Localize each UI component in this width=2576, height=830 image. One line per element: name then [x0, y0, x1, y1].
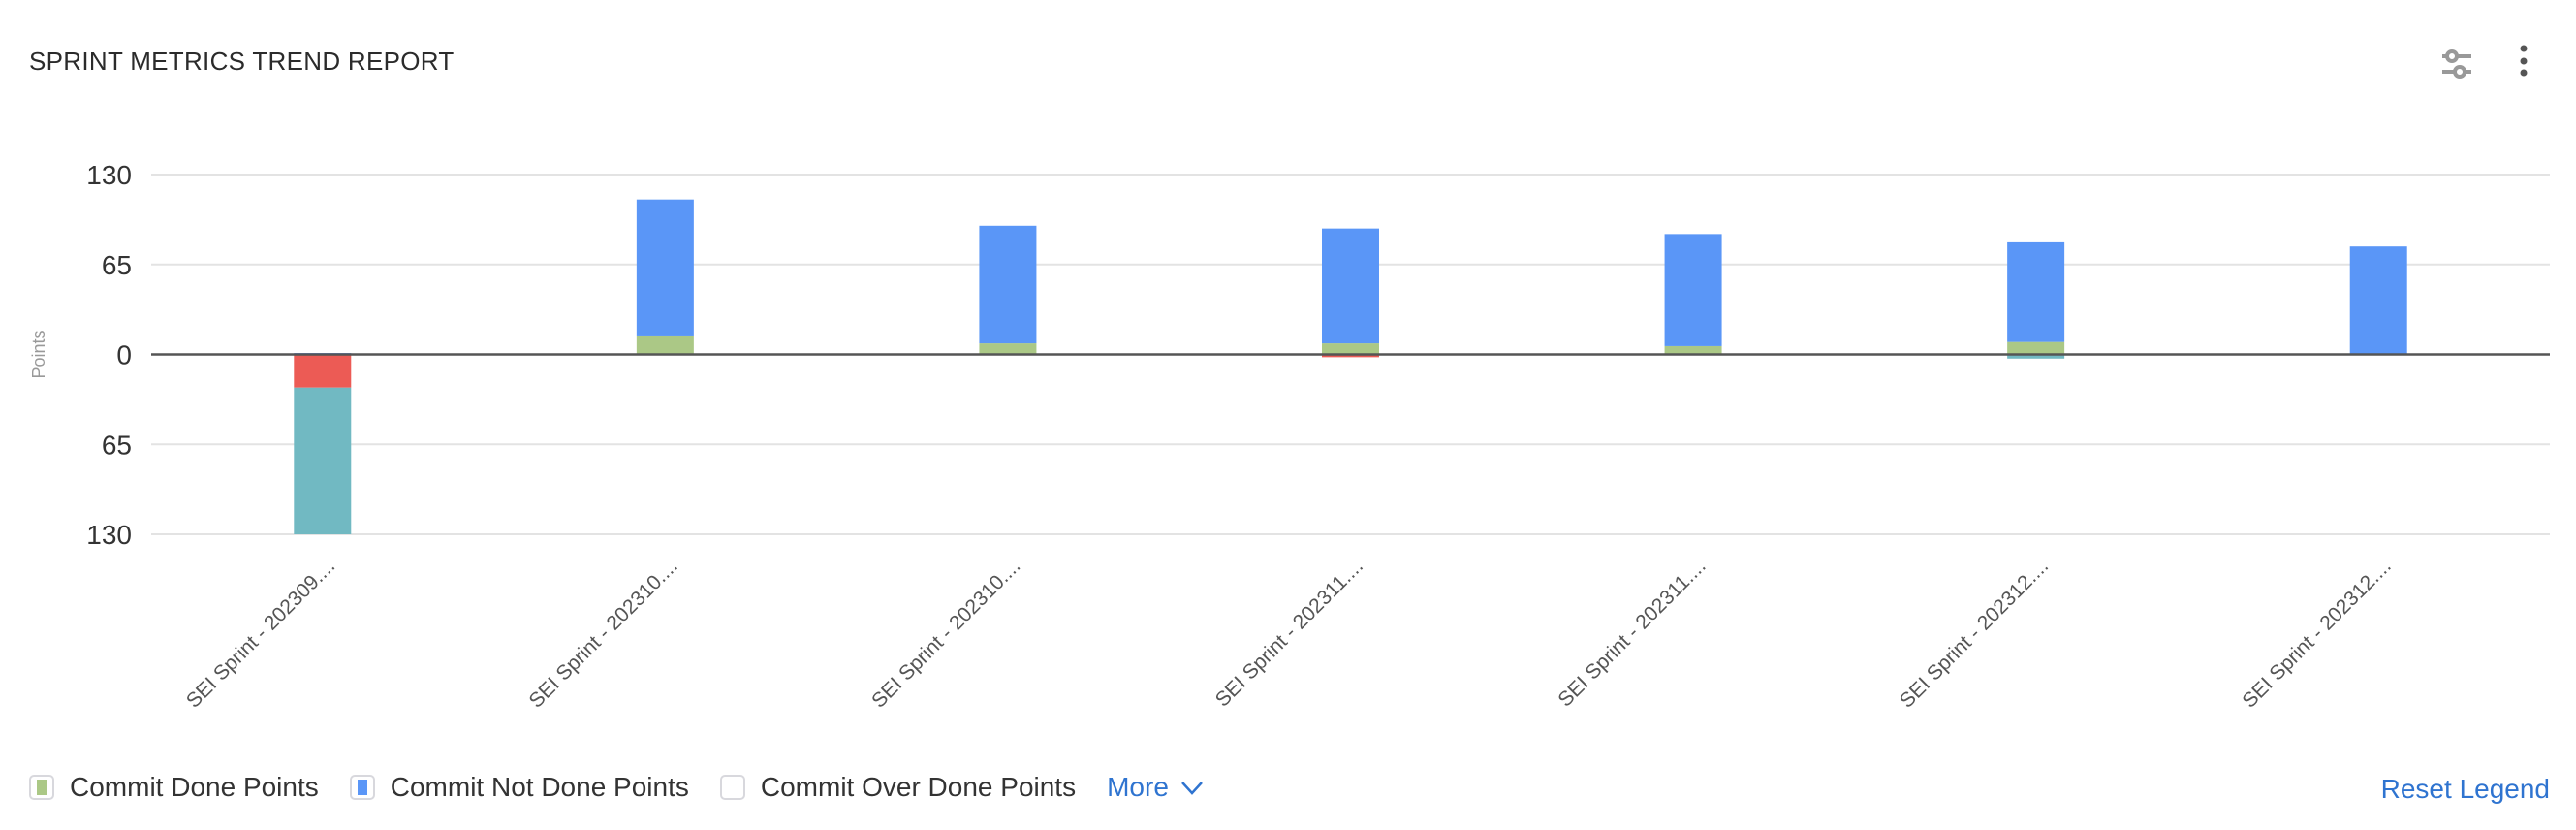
bar-segment [2349, 246, 2407, 355]
legend-checkbox[interactable] [349, 775, 375, 800]
bar-segment [636, 335, 694, 355]
legend-checkbox[interactable] [719, 775, 745, 800]
bar-segment [979, 225, 1037, 344]
x-tick-label: SEI Sprint - 202309.... [182, 555, 339, 712]
x-tick-label: SEI Sprint - 202312.... [1896, 555, 2053, 712]
legend-item-commit-done[interactable]: Commit Done Points [29, 772, 319, 803]
legend-label: Commit Not Done Points [390, 772, 689, 802]
sprint-metrics-chart: 130 65 0 65 130 Points SEI Sprint - 202309....… [29, 160, 2550, 713]
bar-segment [294, 354, 352, 388]
bar-segment [1664, 345, 1722, 355]
x-tick-label: SEI Sprint - 202312.... [2238, 555, 2395, 712]
legend-item-commit-over-done[interactable]: Commit Over Done Points [719, 772, 1077, 803]
bar-segment [2007, 354, 2065, 359]
bar-segment [2007, 241, 2065, 342]
y-tick-label: 65 [102, 430, 132, 460]
chevron-down-icon [1180, 782, 1203, 795]
legend-label: Commit Done Points [70, 772, 319, 802]
reset-legend-button[interactable]: Reset Legend [2380, 774, 2550, 804]
bar-segment [2007, 341, 2065, 355]
legend-more-button[interactable]: More [1107, 772, 1206, 803]
bar-segment [979, 343, 1037, 355]
legend-checkbox[interactable] [29, 775, 54, 800]
sliders-icon[interactable] [2435, 39, 2483, 87]
y-axis-label: Points [29, 330, 48, 378]
bar-segment [1664, 234, 1722, 346]
bar-segment [1322, 228, 1379, 344]
y-tick-label: 130 [86, 520, 132, 550]
legend-label: Commit Over Done Points [760, 772, 1077, 802]
bar-segment [294, 387, 352, 534]
x-tick-label: SEI Sprint - 202311.... [1211, 555, 1367, 711]
bar-segment [636, 199, 694, 336]
y-tick-label: 0 [116, 340, 132, 370]
y-tick-label: 65 [102, 250, 132, 280]
more-label: More [1107, 772, 1169, 802]
legend-item-commit-not-done[interactable]: Commit Not Done Points [349, 772, 689, 803]
report-title: SPRINT METRICS TREND REPORT [29, 47, 455, 76]
bar-segment [1322, 343, 1379, 355]
kebab-menu-icon[interactable] [2500, 39, 2549, 87]
bar-segment [1322, 354, 1379, 358]
x-tick-label: SEI Sprint - 202310.... [867, 555, 1024, 712]
x-tick-label: SEI Sprint - 202310.... [525, 555, 682, 712]
x-tick-label: SEI Sprint - 202311.... [1554, 555, 1710, 711]
legend: Commit Done Points Commit Not Done Point… [29, 772, 1206, 803]
y-tick-label: 130 [86, 160, 132, 190]
